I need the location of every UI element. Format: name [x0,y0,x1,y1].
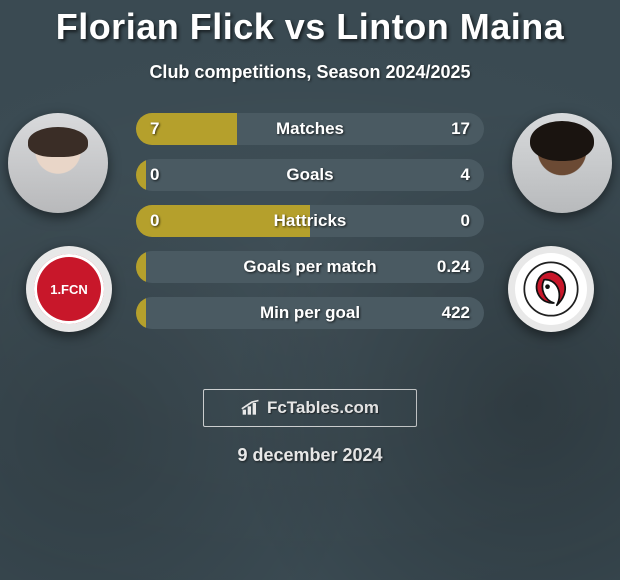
stat-label: Matches [276,119,344,139]
stat-value-right: 0 [461,211,470,231]
chart-icon [241,399,261,417]
stat-bar: 7 Matches 17 [136,113,484,145]
club-left-logo: 1.FCN [34,254,104,324]
stat-label: Goals per match [243,257,376,277]
club-left-badge: 1.FCN [26,246,112,332]
stat-value-left: 0 [150,165,159,185]
footer-date: 9 december 2024 [0,445,620,466]
page-title: Florian Flick vs Linton Maina [0,0,620,48]
stat-value-left: 7 [150,119,159,139]
stat-bars: 7 Matches 17 0 Goals 4 0 Hattricks 0 Goals per ma… [136,113,484,329]
stat-value-right: 422 [442,303,470,323]
stat-label: Goals [286,165,333,185]
stat-value-right: 0.24 [437,257,470,277]
stat-value-right: 4 [461,165,470,185]
player-right-avatar [512,113,612,213]
stat-bar: Goals per match 0.24 [136,251,484,283]
stat-bar: 0 Hattricks 0 [136,205,484,237]
club-right-logo [515,253,587,325]
stat-value-left: 0 [150,211,159,231]
stat-label: Hattricks [274,211,347,231]
player-left-avatar [8,113,108,213]
watermark: FcTables.com [203,389,417,427]
stat-bar: 0 Goals 4 [136,159,484,191]
club-right-badge [508,246,594,332]
stat-label: Min per goal [260,303,360,323]
watermark-text: FcTables.com [267,398,379,418]
comparison-stage: 1.FCN 7 Matches 17 0 Goals 4 0 Hattricks 0 Goals … [0,113,620,373]
stat-value-right: 17 [451,119,470,139]
stat-bar: Min per goal 422 [136,297,484,329]
subtitle: Club competitions, Season 2024/2025 [0,62,620,83]
